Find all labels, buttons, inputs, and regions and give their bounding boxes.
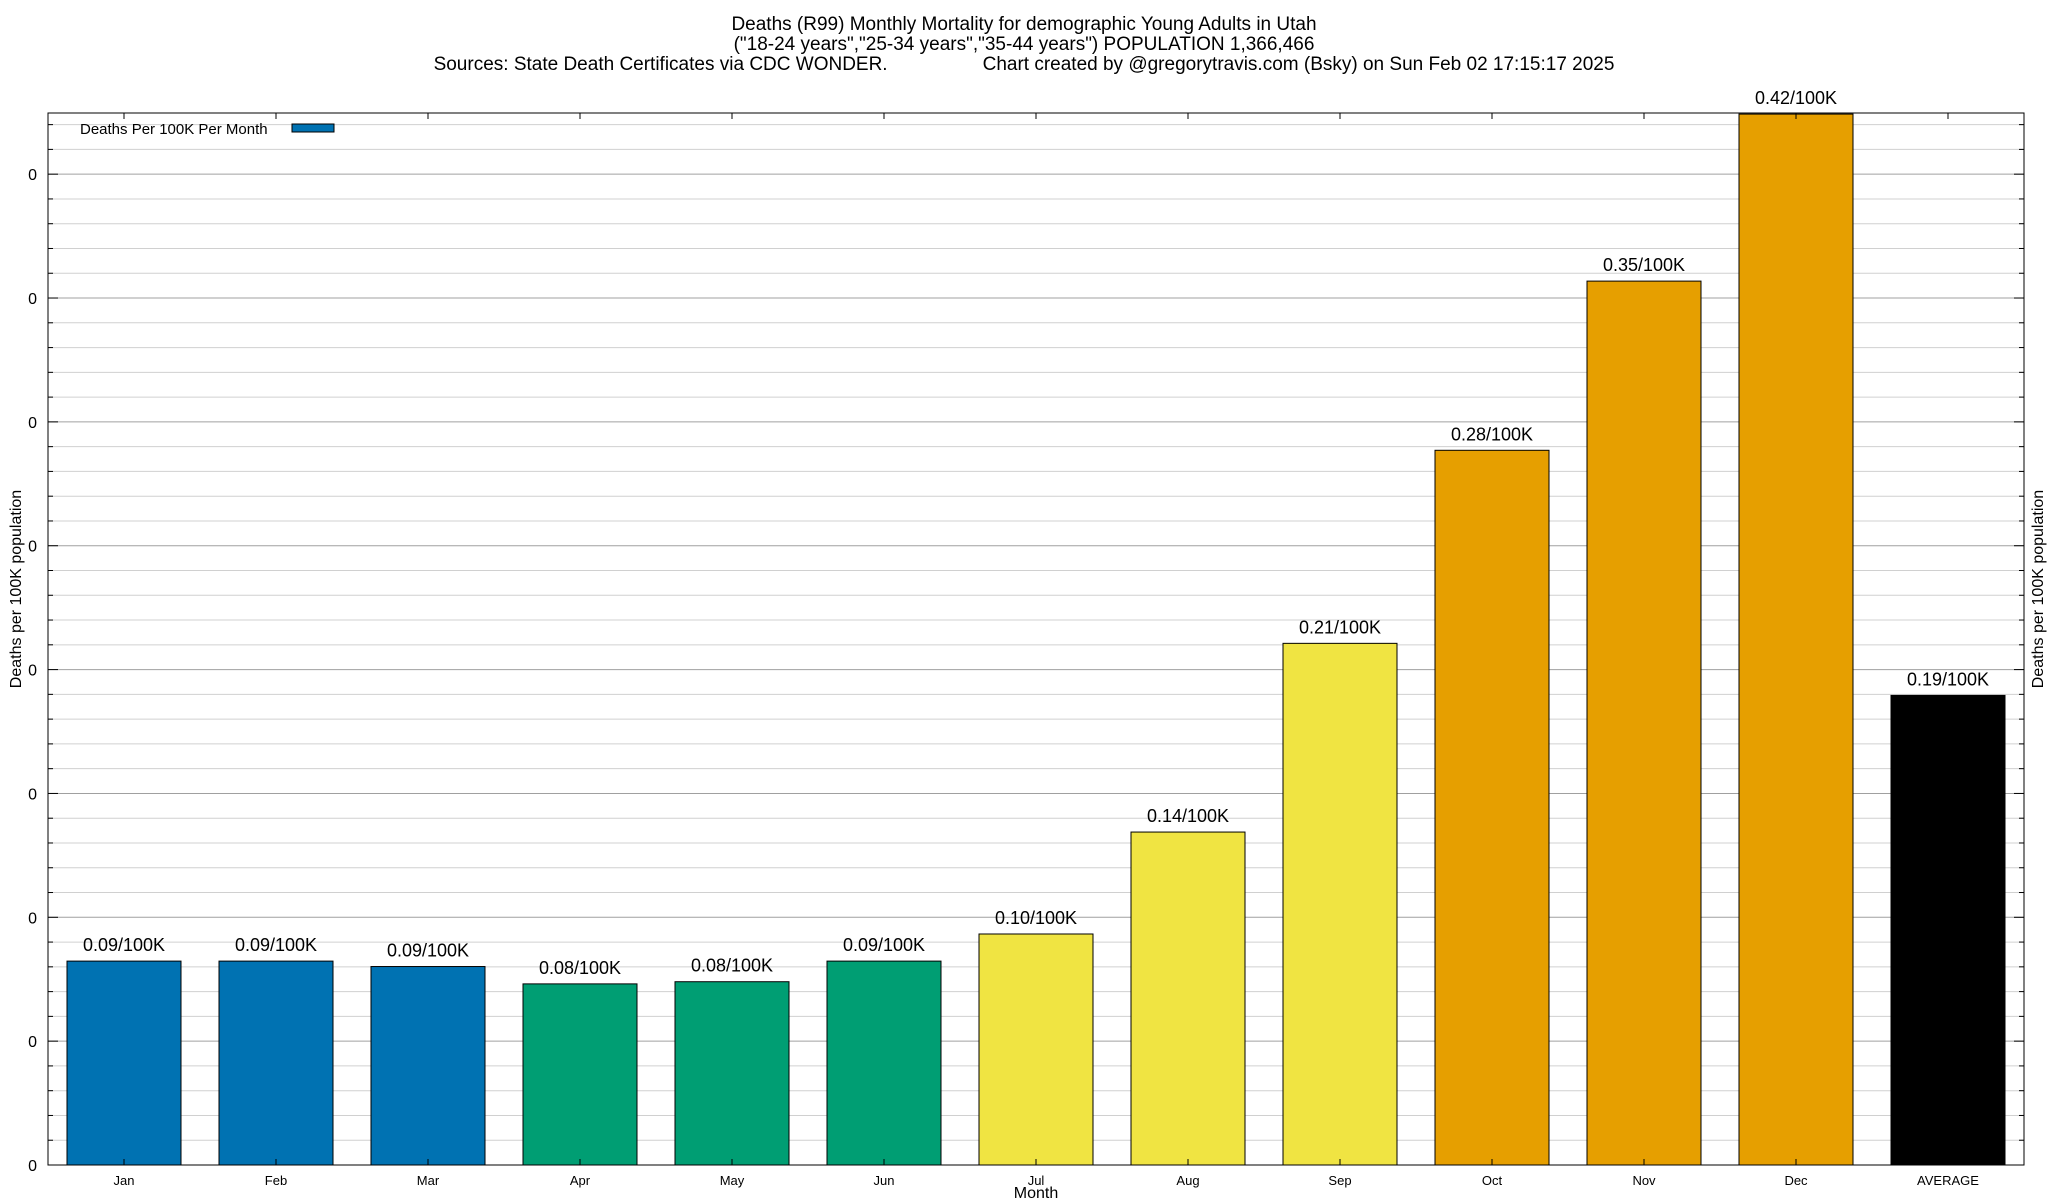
bar-sep — [1282, 642, 1398, 1166]
y-tick-label: 0 — [28, 167, 37, 184]
y-axis-label: Deaths per 100K population — [8, 490, 25, 688]
data-label-aug: 0.14/100K — [1147, 806, 1229, 826]
x-tick-label-nov: Nov — [1632, 1173, 1656, 1188]
data-label-sep: 0.21/100K — [1299, 617, 1381, 637]
chart-subtitle: ("18-24 years","25-34 years","35-44 year… — [733, 34, 1315, 55]
x-tick-label-may: May — [720, 1173, 745, 1188]
y-tick-label: 0 — [28, 415, 37, 432]
bar-jul — [978, 933, 1094, 1166]
bar-aug — [1130, 831, 1246, 1166]
y-tick-labels: 0 0 0 0 0 0 0 0 0 — [28, 167, 37, 1175]
legend: Deaths Per 100K Per Month — [80, 121, 335, 138]
x-tick-label-oct: Oct — [1482, 1173, 1503, 1188]
data-label-dec: 0.42/100K — [1755, 88, 1837, 108]
data-label-may: 0.08/100K — [691, 956, 773, 976]
bar-may — [674, 981, 790, 1166]
y-tick-label: 0 — [28, 539, 37, 556]
bars — [66, 113, 2006, 1166]
chart-source: Sources: State Death Certificates via CD… — [433, 54, 888, 75]
data-label-feb: 0.09/100K — [235, 935, 317, 955]
data-labels: 0.09/100K 0.09/100K 0.09/100K 0.08/100K 0.08… — [83, 88, 1989, 978]
legend-swatch — [291, 123, 335, 133]
x-tick-label-jul: Jul — [1028, 1173, 1045, 1188]
data-label-jul: 0.10/100K — [995, 908, 1077, 928]
x-tick-label-sep: Sep — [1328, 1173, 1351, 1188]
data-label-oct: 0.28/100K — [1451, 424, 1533, 444]
data-label-nov: 0.35/100K — [1603, 255, 1685, 275]
x-tick-label-jan: Jan — [114, 1173, 135, 1188]
bar-oct — [1434, 449, 1550, 1166]
bar-nov — [1586, 280, 1702, 1166]
x-tick-labels: Jan Feb Mar Apr May Jun Jul Aug Sep Oct Nov Dec AVER… — [114, 113, 1979, 1188]
x-tick-label-feb: Feb — [265, 1173, 287, 1188]
x-tick-label-dec: Dec — [1784, 1173, 1808, 1188]
x-axis-label: Month — [1014, 1185, 1058, 1200]
chart-source-line: Sources: State Death Certificates via CD… — [0, 54, 2048, 75]
x-tick-label-apr: Apr — [570, 1173, 591, 1188]
x-tick-label-jun: Jun — [874, 1173, 895, 1188]
y-tick-label: 0 — [28, 910, 37, 927]
legend-label: Deaths Per 100K Per Month — [80, 121, 268, 138]
plot-frame — [47, 112, 2025, 1166]
y-tick-label: 0 — [28, 291, 37, 308]
data-label-jun: 0.09/100K — [843, 935, 925, 955]
x-tick-label-average: AVERAGE — [1917, 1173, 1979, 1188]
x-tick-label-mar: Mar — [417, 1173, 440, 1188]
bar-apr — [522, 983, 638, 1166]
bar-feb — [218, 960, 334, 1166]
y-tick-label: 0 — [28, 1158, 37, 1175]
bar-average — [1890, 694, 2006, 1166]
data-label-jan: 0.09/100K — [83, 935, 165, 955]
x-tick-label-aug: Aug — [1176, 1173, 1199, 1188]
bar-mar — [370, 966, 486, 1166]
chart-credit: Chart created by @gregorytravis.com (Bsk… — [982, 54, 1615, 75]
chart-title: Deaths (R99) Monthly Mortality for demog… — [731, 14, 1317, 35]
bar-jun — [826, 960, 942, 1166]
data-label-mar: 0.09/100K — [387, 941, 469, 961]
data-label-average: 0.19/100K — [1907, 669, 1989, 689]
y-tick-label: 0 — [28, 663, 37, 680]
y-tick-label: 0 — [28, 1034, 37, 1051]
y2-axis-label: Deaths per 100K population — [2030, 490, 2047, 688]
bar-jan — [66, 960, 182, 1166]
data-label-apr: 0.08/100K — [539, 958, 621, 978]
y-tick-label: 0 — [28, 786, 37, 803]
bar-dec — [1738, 113, 1854, 1166]
